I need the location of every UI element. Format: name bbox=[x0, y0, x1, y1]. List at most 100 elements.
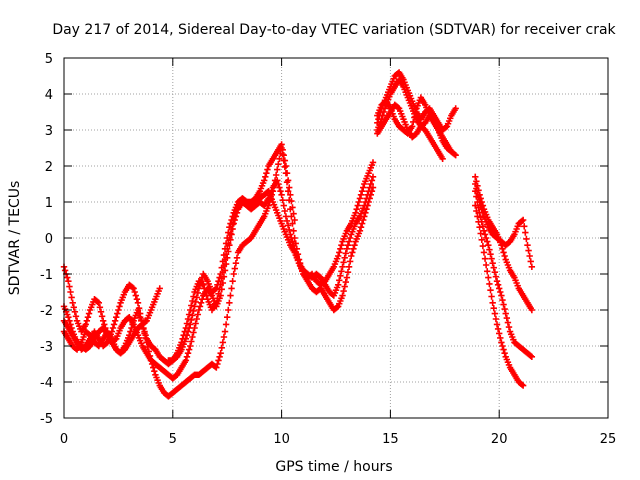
data-point-plus bbox=[216, 274, 223, 281]
data-point-plus bbox=[193, 294, 200, 301]
data-point-plus bbox=[71, 308, 79, 315]
data-point-plus bbox=[85, 310, 93, 317]
data-point-plus bbox=[222, 321, 230, 328]
data-point-plus bbox=[355, 198, 363, 206]
data-point-plus bbox=[272, 171, 280, 179]
data-point-plus bbox=[282, 213, 290, 220]
data-point-plus bbox=[479, 242, 487, 250]
x-tick-label: 0 bbox=[60, 432, 68, 447]
data-point-plus bbox=[65, 314, 72, 321]
data-point-plus bbox=[496, 330, 503, 337]
data-point-plus bbox=[221, 328, 229, 335]
data-point-plus bbox=[141, 328, 148, 335]
data-point-plus bbox=[288, 197, 295, 205]
data-point-plus bbox=[230, 270, 237, 278]
y-tick-label: -4 bbox=[40, 376, 53, 391]
data-point-plus bbox=[522, 229, 529, 236]
data-point-plus bbox=[472, 188, 479, 195]
data-point-plus bbox=[439, 155, 446, 162]
data-point-plus bbox=[502, 310, 509, 317]
data-point-plus bbox=[336, 277, 343, 284]
data-point-plus bbox=[497, 334, 504, 342]
data-point-plus bbox=[476, 191, 483, 198]
data-point-plus bbox=[226, 224, 233, 231]
data-point-plus bbox=[411, 114, 418, 121]
data-point-plus bbox=[487, 251, 494, 258]
data-point-plus bbox=[262, 173, 269, 180]
data-point-plus bbox=[228, 231, 235, 238]
data-point-plus bbox=[275, 161, 282, 168]
data-point-plus bbox=[526, 252, 533, 260]
data-point-plus bbox=[148, 360, 156, 368]
data-point-plus bbox=[280, 202, 287, 209]
data-point-plus bbox=[229, 278, 236, 285]
data-point-plus bbox=[286, 184, 293, 191]
data-point-plus bbox=[528, 353, 536, 360]
data-point-plus bbox=[216, 353, 223, 360]
data-point-plus bbox=[191, 324, 198, 332]
data-point-plus bbox=[196, 281, 204, 288]
data-point-plus bbox=[185, 324, 193, 332]
data-point-plus bbox=[474, 198, 481, 206]
data-point-plus bbox=[287, 191, 294, 198]
data-point-plus bbox=[501, 305, 508, 313]
data-point-plus bbox=[279, 197, 286, 204]
data-point-plus bbox=[353, 206, 360, 213]
data-point-plus bbox=[337, 245, 344, 252]
data-point-plus bbox=[135, 305, 143, 312]
data-point-plus bbox=[214, 295, 221, 302]
data-point-plus bbox=[69, 299, 76, 306]
data-point-plus bbox=[451, 151, 458, 158]
data-point-plus bbox=[345, 263, 353, 270]
x-tick-label: 25 bbox=[600, 432, 617, 447]
data-point-plus bbox=[190, 293, 197, 300]
data-point-plus bbox=[99, 317, 107, 324]
data-point-plus bbox=[338, 268, 345, 275]
data-point-plus bbox=[362, 198, 369, 206]
data-point-plus bbox=[498, 339, 505, 346]
data-point-plus bbox=[151, 368, 158, 375]
data-point-plus bbox=[501, 350, 508, 357]
data-point-plus bbox=[499, 342, 506, 350]
data-point-plus bbox=[346, 258, 354, 265]
data-point-plus bbox=[363, 206, 370, 213]
data-point-plus bbox=[64, 274, 71, 281]
data-point-plus bbox=[187, 342, 194, 350]
data-point-plus bbox=[343, 274, 351, 281]
data-point-plus bbox=[83, 317, 91, 324]
data-point-plus bbox=[183, 332, 191, 339]
data-point-plus bbox=[290, 210, 297, 217]
data-point-plus bbox=[394, 104, 402, 111]
y-tick-label: 2 bbox=[45, 160, 53, 175]
data-point-plus bbox=[95, 299, 103, 306]
data-point-plus bbox=[227, 220, 234, 227]
data-point-plus bbox=[142, 318, 149, 325]
data-point-plus bbox=[362, 209, 369, 216]
data-point-plus bbox=[496, 285, 503, 292]
data-point-plus bbox=[499, 245, 506, 252]
data-point-plus bbox=[192, 320, 199, 327]
data-point-plus bbox=[129, 284, 136, 291]
data-point-plus bbox=[352, 209, 359, 216]
data-point-plus bbox=[472, 173, 479, 180]
data-point-plus bbox=[196, 303, 204, 310]
data-point-plus bbox=[525, 247, 532, 254]
data-point-plus bbox=[195, 285, 203, 292]
data-point-plus bbox=[488, 293, 495, 300]
data-point-plus bbox=[477, 195, 484, 202]
data-point-plus bbox=[289, 220, 296, 227]
data-point-plus bbox=[486, 280, 493, 288]
data-point-plus bbox=[203, 292, 210, 299]
data-point-plus bbox=[360, 184, 367, 191]
data-point-plus bbox=[94, 298, 101, 306]
data-point-plus bbox=[333, 304, 341, 311]
data-point-plus bbox=[492, 315, 500, 323]
data-point-plus bbox=[291, 216, 298, 224]
data-point-plus bbox=[494, 281, 502, 288]
data-point-plus bbox=[410, 118, 417, 126]
chart-title: Day 217 of 2014, Sidereal Day-to-day VTE… bbox=[52, 22, 616, 38]
data-point-plus bbox=[190, 307, 197, 315]
data-point-plus bbox=[110, 321, 118, 328]
data-point-plus bbox=[184, 350, 192, 357]
x-tick-label: 5 bbox=[169, 432, 177, 447]
